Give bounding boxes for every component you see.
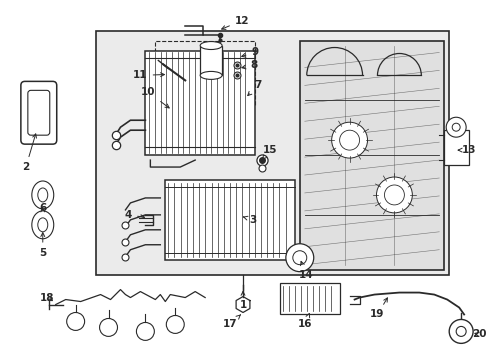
Text: 20: 20 xyxy=(472,329,487,339)
Circle shape xyxy=(449,319,473,343)
Ellipse shape xyxy=(32,181,54,209)
Circle shape xyxy=(136,323,154,340)
Circle shape xyxy=(286,244,314,272)
Text: 11: 11 xyxy=(133,71,165,80)
Text: 3: 3 xyxy=(244,215,257,225)
Bar xyxy=(280,283,340,315)
Text: 4: 4 xyxy=(125,210,145,220)
Circle shape xyxy=(67,312,85,330)
Text: 10: 10 xyxy=(141,87,169,108)
Ellipse shape xyxy=(38,188,48,202)
Ellipse shape xyxy=(38,218,48,232)
Bar xyxy=(146,50,255,155)
Text: 8: 8 xyxy=(242,60,258,71)
FancyBboxPatch shape xyxy=(28,90,50,135)
Text: 17: 17 xyxy=(223,315,241,329)
Circle shape xyxy=(293,251,307,265)
Bar xyxy=(444,130,469,165)
Bar xyxy=(200,45,222,75)
Text: 15: 15 xyxy=(262,145,277,160)
Text: 14: 14 xyxy=(298,261,313,280)
Circle shape xyxy=(376,177,413,213)
Bar xyxy=(165,180,295,260)
Bar xyxy=(300,41,444,270)
Text: 7: 7 xyxy=(248,80,262,96)
Circle shape xyxy=(456,327,466,336)
Circle shape xyxy=(332,122,368,158)
Text: 2: 2 xyxy=(22,134,36,172)
Text: 5: 5 xyxy=(39,233,47,258)
Text: 12: 12 xyxy=(221,15,249,30)
Circle shape xyxy=(166,315,184,333)
Text: 18: 18 xyxy=(40,293,54,302)
Circle shape xyxy=(446,117,466,137)
Text: 9: 9 xyxy=(242,48,259,58)
Ellipse shape xyxy=(32,211,54,239)
Text: 19: 19 xyxy=(370,298,388,319)
Bar xyxy=(155,41,255,105)
Text: 6: 6 xyxy=(39,203,47,213)
Text: 13: 13 xyxy=(458,145,476,155)
FancyBboxPatch shape xyxy=(21,81,57,144)
Circle shape xyxy=(99,319,118,336)
Ellipse shape xyxy=(200,41,222,50)
Circle shape xyxy=(452,123,460,131)
Text: 1: 1 xyxy=(240,292,246,310)
Ellipse shape xyxy=(200,71,222,80)
Bar xyxy=(96,31,449,275)
Circle shape xyxy=(340,130,360,150)
Text: 16: 16 xyxy=(297,314,312,329)
Circle shape xyxy=(385,185,404,205)
